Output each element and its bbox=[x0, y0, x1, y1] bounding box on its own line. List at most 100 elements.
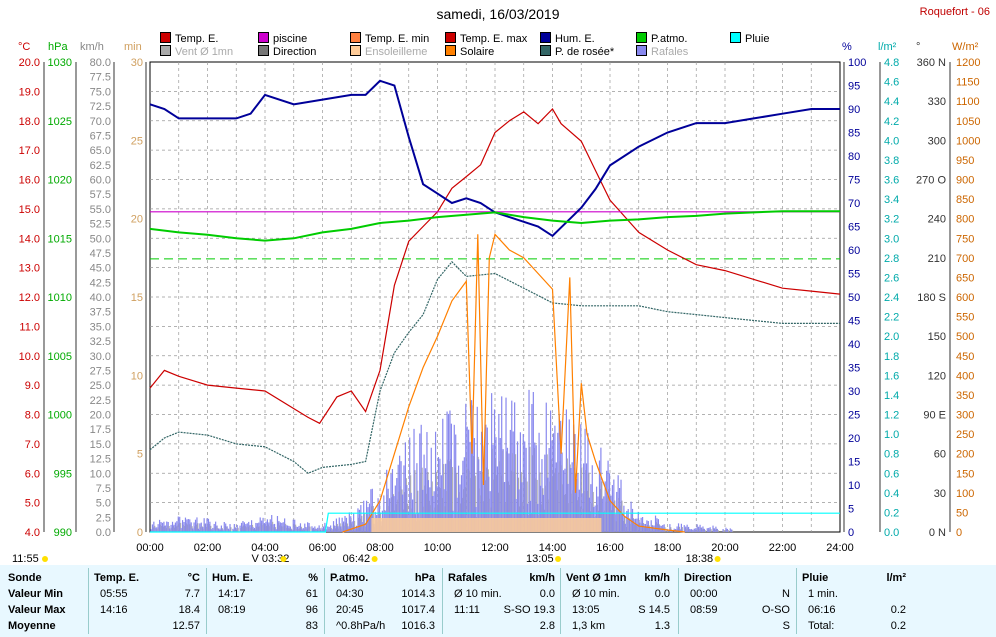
axis-tick-hpa: 1000 bbox=[48, 410, 72, 422]
axis-tick-kmh: 25.0 bbox=[90, 380, 111, 392]
summary-cell: 0.2 bbox=[890, 604, 906, 616]
axis-tick-deg: 90 E bbox=[923, 410, 946, 422]
summary-cell: 1,3 km bbox=[572, 620, 606, 632]
axis-tick-pct: 90 bbox=[848, 104, 860, 116]
summary-cell: Hum. E. bbox=[212, 572, 253, 584]
axis-tick-hpa: 1025 bbox=[48, 116, 72, 128]
axis-unit-label: l/m² bbox=[878, 41, 897, 53]
axis-tick-kmh: 15.0 bbox=[90, 439, 111, 451]
axis-tick-temp: 5.0 bbox=[25, 498, 40, 510]
legend-label: P.atmo. bbox=[651, 33, 688, 45]
axis-tick-kmh: 22.5 bbox=[90, 395, 111, 407]
axis-tick-lm2: 2.0 bbox=[884, 331, 899, 343]
axis-tick-kmh: 17.5 bbox=[90, 424, 111, 436]
axis-tick-pct: 25 bbox=[848, 410, 860, 422]
axis-tick-kmh: 52.5 bbox=[90, 219, 111, 231]
axis-unit-label: hPa bbox=[48, 41, 68, 53]
axis-tick-pct: 5 bbox=[848, 504, 854, 516]
axis-tick-kmh: 77.5 bbox=[90, 72, 111, 84]
summary-cell: Direction bbox=[684, 572, 732, 584]
axis-tick-deg: 360 N bbox=[917, 57, 946, 69]
summary-cell: 05:55 bbox=[100, 588, 128, 600]
summary-cell: Rafales bbox=[448, 572, 488, 584]
axis-tick-temp: 17.0 bbox=[19, 145, 40, 157]
axis-tick-hpa: 995 bbox=[54, 468, 72, 480]
summary-cell: 04:30 bbox=[336, 588, 364, 600]
legend-label: Solaire bbox=[460, 46, 495, 58]
summary-cell: 14:16 bbox=[100, 604, 128, 616]
axis-tick-lm2: 1.6 bbox=[884, 370, 899, 382]
axis-tick-temp: 20.0 bbox=[19, 57, 40, 69]
axis-tick-kmh: 67.5 bbox=[90, 130, 111, 142]
summary-cell: 14:17 bbox=[218, 588, 246, 600]
axis-tick-lm2: 1.4 bbox=[884, 390, 899, 402]
summary-cell: 2.8 bbox=[539, 620, 555, 632]
axis-tick-temp: 8.0 bbox=[25, 410, 40, 422]
axis-tick-kmh: 20.0 bbox=[90, 410, 111, 422]
legend-item: Temp. E. min bbox=[350, 32, 429, 45]
axis-tick-kmh: 62.5 bbox=[90, 160, 111, 172]
legend-swatch bbox=[540, 32, 551, 43]
series-line-hum-e- bbox=[149, 79, 840, 238]
series-line-temp-e- bbox=[149, 108, 841, 425]
summary-cell: Valeur Min bbox=[8, 588, 64, 600]
axis-tick-lm2: 4.6 bbox=[884, 77, 899, 89]
axis-tick-kmh: 40.0 bbox=[90, 292, 111, 304]
axis-tick-pct: 30 bbox=[848, 386, 860, 398]
axis-tick-pct: 95 bbox=[848, 81, 860, 93]
legend-item: Solaire bbox=[445, 45, 494, 58]
legend-item: Vent Ø 1mn bbox=[160, 45, 233, 58]
series-line-p-de-ros-e- bbox=[149, 260, 840, 474]
x-tick-label: 10:00 bbox=[424, 542, 452, 554]
axis-tick-kmh: 57.5 bbox=[90, 189, 111, 201]
sun-marker-icon bbox=[371, 556, 378, 562]
axis-tick-pct: 35 bbox=[848, 363, 860, 375]
axis-tick-pct: 85 bbox=[848, 128, 860, 140]
axis-tick-deg: 330 bbox=[928, 96, 946, 108]
axis-tick-temp: 6.0 bbox=[25, 468, 40, 480]
axis-tick-pct: 100 bbox=[848, 57, 866, 69]
legend-item: Direction bbox=[258, 45, 316, 58]
axis-tick-deg: 300 bbox=[928, 135, 946, 147]
axis-tick-wm2: 150 bbox=[956, 468, 974, 480]
summary-cell: 11:11 bbox=[454, 604, 480, 616]
legend-item: Temp. E. max bbox=[445, 32, 527, 45]
axis-tick-pct: 75 bbox=[848, 175, 860, 187]
axis-tick-kmh: 45.0 bbox=[90, 263, 111, 275]
x-tick-label: 14:00 bbox=[539, 542, 567, 554]
axis-tick-lm2: 1.0 bbox=[884, 429, 899, 441]
summary-cell: 13:05 bbox=[572, 604, 600, 616]
axis-tick-wm2: 650 bbox=[956, 272, 974, 284]
axis-tick-kmh: 50.0 bbox=[90, 233, 111, 245]
axis-tick-deg: 240 bbox=[928, 214, 946, 226]
summary-cell: km/h bbox=[644, 572, 670, 584]
summary-divider bbox=[324, 568, 325, 634]
page-title: samedi, 16/03/2019 bbox=[436, 6, 560, 22]
axis-tick-kmh: 30.0 bbox=[90, 351, 111, 363]
axis-tick-kmh: 27.5 bbox=[90, 365, 111, 377]
legend-item: P. de rosée* bbox=[540, 45, 614, 58]
axis-tick-wm2: 750 bbox=[956, 233, 974, 245]
axis-tick-wm2: 1100 bbox=[956, 96, 980, 108]
axis-tick-lm2: 0.6 bbox=[884, 468, 899, 480]
sunshine-band bbox=[371, 518, 602, 532]
axis-tick-pct: 60 bbox=[848, 245, 860, 257]
summary-cell: l/m² bbox=[886, 572, 906, 584]
summary-cell: 0.0 bbox=[539, 588, 555, 600]
axis-tick-kmh: 75.0 bbox=[90, 86, 111, 98]
axis-tick-lm2: 0.8 bbox=[884, 449, 899, 461]
axis-tick-kmh: 7.5 bbox=[96, 483, 111, 495]
axis-tick-wm2: 1000 bbox=[956, 135, 980, 147]
axis-tick-pct: 80 bbox=[848, 151, 860, 163]
summary-divider bbox=[560, 568, 561, 634]
summary-table: Sonde Temp. E. °C Hum. E.% P.atmo. hPa Rafales… bbox=[0, 565, 996, 637]
axis-tick-min: 20 bbox=[131, 214, 143, 226]
weather-chart: 20.0 19.0 18.0 17.0 16.0 15.0 14.0 13.0 12.0 11.0… bbox=[12, 57, 980, 565]
summary-cell: Ø 10 min. bbox=[454, 588, 502, 600]
axis-tick-temp: 13.0 bbox=[19, 263, 40, 275]
axis-tick-temp: 11.0 bbox=[19, 321, 40, 333]
axis-tick-wm2: 500 bbox=[956, 331, 974, 343]
x-tick-label: 12:00 bbox=[481, 542, 509, 554]
x-tick-label: 18:00 bbox=[654, 542, 682, 554]
axis-tick-pct: 0 bbox=[848, 527, 854, 539]
